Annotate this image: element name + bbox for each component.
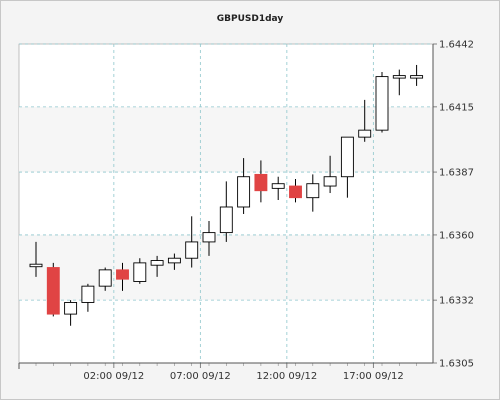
y-tick-label: 1.6415 — [439, 102, 474, 113]
candle-body-down — [116, 269, 129, 280]
candle-body-up — [64, 302, 78, 315]
candle-body — [392, 75, 406, 79]
y-tick-label: 1.6442 — [439, 40, 474, 51]
candle-body-up — [358, 129, 372, 138]
x-tick-label: 17:00 09/12 — [343, 371, 404, 382]
candle-body-up — [271, 183, 285, 189]
candle-body-down — [46, 267, 60, 315]
y-tick-label: 1.6360 — [439, 230, 474, 241]
candle-body-up — [167, 257, 181, 264]
chart-title: GBPUSD1day — [217, 14, 284, 24]
candle-body-up — [323, 176, 337, 187]
y-tick-label: 1.6332 — [439, 296, 474, 307]
x-tick-label: 07:00 09/12 — [170, 371, 231, 382]
candle-body-down — [254, 173, 268, 192]
candle-body-up — [340, 136, 354, 178]
candle-body-up — [185, 241, 199, 259]
candle-body-up — [306, 183, 320, 199]
plot-band — [19, 106, 433, 173]
candle-body-up — [219, 206, 233, 234]
candle-body-up — [81, 285, 95, 303]
candle-body-up — [202, 232, 216, 243]
candle-body-down — [289, 185, 302, 199]
candle-body-up — [375, 76, 389, 131]
x-tick-label: 12:00 09/12 — [256, 371, 317, 382]
plot-band — [19, 234, 433, 301]
candle-body-up — [237, 176, 251, 208]
y-tick-label: 1.6387 — [439, 168, 474, 179]
y-tick-label: 1.6305 — [439, 359, 474, 370]
candle-body — [29, 263, 43, 268]
candle-body-up — [150, 260, 164, 266]
x-tick-label: 02:00 09/12 — [83, 371, 144, 382]
candle-body-up — [133, 262, 147, 282]
candle-body-up — [98, 269, 112, 287]
candle-body — [410, 75, 424, 79]
